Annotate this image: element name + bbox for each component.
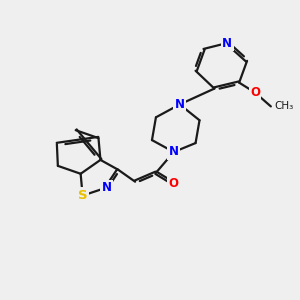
Text: CH₃: CH₃: [275, 101, 294, 111]
Text: O: O: [250, 86, 260, 99]
Text: N: N: [222, 37, 232, 50]
Text: N: N: [169, 146, 179, 158]
Text: O: O: [169, 177, 179, 190]
Text: N: N: [101, 181, 111, 194]
Text: S: S: [78, 189, 87, 202]
Text: N: N: [175, 98, 185, 111]
